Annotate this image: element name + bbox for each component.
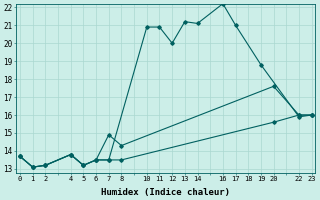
X-axis label: Humidex (Indice chaleur): Humidex (Indice chaleur) [101,188,230,197]
